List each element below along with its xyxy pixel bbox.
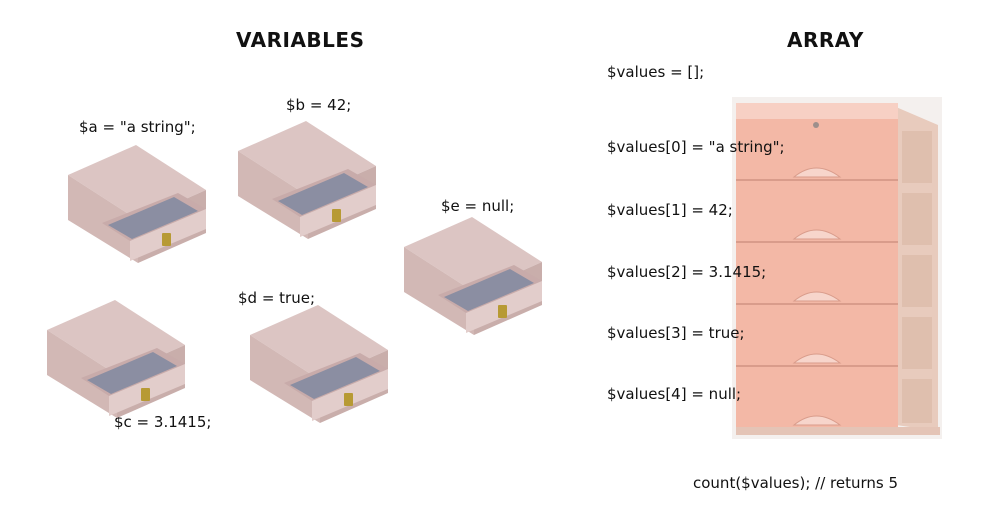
- variables-heading: VARIABLES: [236, 28, 365, 52]
- variable-d-label: $d = true;: [238, 289, 316, 307]
- drawer-box-e-icon: [404, 217, 542, 335]
- array-count-label: count($values); // returns 5: [693, 474, 899, 492]
- array-heading: ARRAY: [787, 28, 864, 52]
- variable-c-label: $c = 3.1415;: [114, 413, 212, 431]
- array-item-4-label: $values[4] = null;: [607, 385, 742, 403]
- array-item-3-label: $values[3] = true;: [607, 324, 745, 342]
- array-item-0-label: $values[0] = "a string";: [607, 138, 785, 156]
- array-item-2-label: $values[2] = 3.1415;: [607, 263, 767, 281]
- array-item-1-label: $values[1] = 42;: [607, 201, 733, 219]
- drawer-box-b-icon: [238, 121, 376, 239]
- variable-a-label: $a = "a string";: [79, 118, 196, 136]
- chest-of-drawers-icon: [732, 97, 942, 439]
- variable-e-label: $e = null;: [441, 197, 515, 215]
- drawer-box-c-icon: [47, 300, 185, 418]
- variable-b-label: $b = 42;: [286, 96, 352, 114]
- drawer-box-d-icon: [250, 305, 388, 423]
- array-init-label: $values = [];: [607, 63, 705, 81]
- drawer-box-a-icon: [68, 145, 206, 263]
